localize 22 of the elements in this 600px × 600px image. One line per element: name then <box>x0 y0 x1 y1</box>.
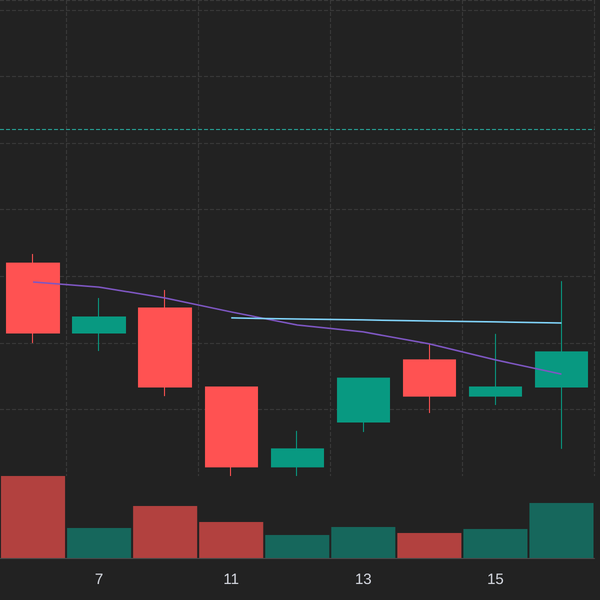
bar <box>331 527 396 558</box>
x-tick-label: 15 <box>487 571 504 588</box>
candlestick <box>138 289 192 397</box>
bar <box>67 528 132 558</box>
bar <box>463 528 528 558</box>
candlestick <box>205 386 258 476</box>
bar <box>529 502 594 558</box>
x-tick-label: 7 <box>94 571 104 588</box>
bar <box>397 532 462 558</box>
bar <box>0 476 66 558</box>
bar <box>133 506 198 558</box>
candlestick <box>469 333 522 406</box>
bar <box>265 535 330 558</box>
candlestick <box>337 378 390 433</box>
candlestick <box>271 430 324 476</box>
x-tick-label: 13 <box>354 571 372 588</box>
x-tick-label: 11 <box>223 571 239 588</box>
bar <box>199 522 264 558</box>
candlestick <box>403 343 456 414</box>
candlestick <box>72 297 126 352</box>
candlestick <box>6 254 60 344</box>
candlestick <box>535 280 588 450</box>
